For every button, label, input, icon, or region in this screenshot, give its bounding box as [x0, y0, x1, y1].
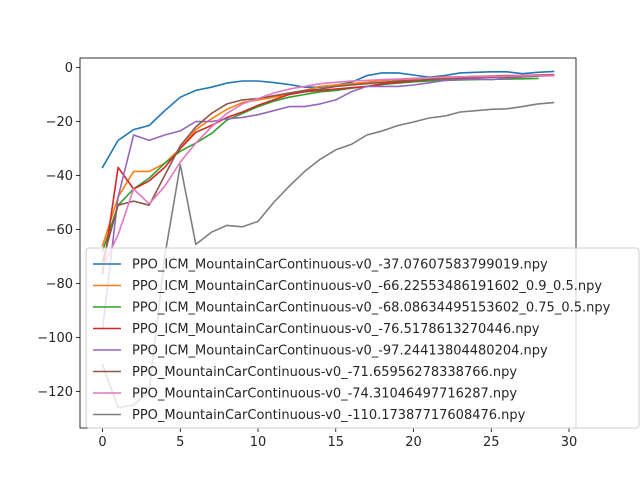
y-tick-label: −100: [37, 331, 73, 346]
x-tick-label: 25: [483, 435, 500, 450]
y-tick-label: −60: [46, 223, 73, 238]
y-tick-label: −20: [46, 115, 73, 130]
x-tick-label: 20: [405, 435, 422, 450]
x-tick-label: 30: [561, 435, 578, 450]
y-axis: 0 −20 −40 −60 −80 −100 −120: [37, 61, 80, 400]
legend-label-4: PPO_ICM_MountainCarContinuous-v0_-76.517…: [132, 322, 540, 337]
series-line-5: [101, 74, 555, 331]
series-line-7: [101, 74, 555, 269]
legend: PPO_ICM_MountainCarContinuous-v0_-37.076…: [85, 247, 640, 429]
legend-label-1: PPO_ICM_MountainCarContinuous-v0_-37.076…: [132, 258, 548, 273]
legend-box: [85, 247, 640, 429]
legend-label-5: PPO_ICM_MountainCarContinuous-v0_-97.244…: [132, 344, 548, 359]
series-layer: [101, 70, 555, 409]
y-tick-label: 0: [65, 61, 73, 76]
legend-label-6: PPO_MountainCarContinuous-v0_-71.6595627…: [132, 365, 517, 380]
legend-label-7: PPO_MountainCarContinuous-v0_-74.3104649…: [132, 387, 517, 402]
legend-label-2: PPO_ICM_MountainCarContinuous-v0_-66.225…: [132, 279, 602, 294]
x-tick-label: 10: [250, 435, 267, 450]
series-line-6: [101, 75, 539, 263]
y-tick-label: −40: [46, 169, 73, 184]
legend-label-8: PPO_MountainCarContinuous-v0_-110.173877…: [132, 408, 526, 423]
y-tick-label: −120: [37, 385, 73, 400]
legend-label-3: PPO_ICM_MountainCarContinuous-v0_-68.086…: [132, 301, 611, 316]
x-tick-label: 5: [176, 435, 184, 450]
y-tick-label: −80: [46, 277, 73, 292]
x-tick-label: 15: [328, 435, 345, 450]
x-tick-label: 0: [98, 435, 106, 450]
x-axis: 0 5 10 15 20 25 30: [98, 428, 577, 450]
series-line-8: [101, 101, 555, 409]
